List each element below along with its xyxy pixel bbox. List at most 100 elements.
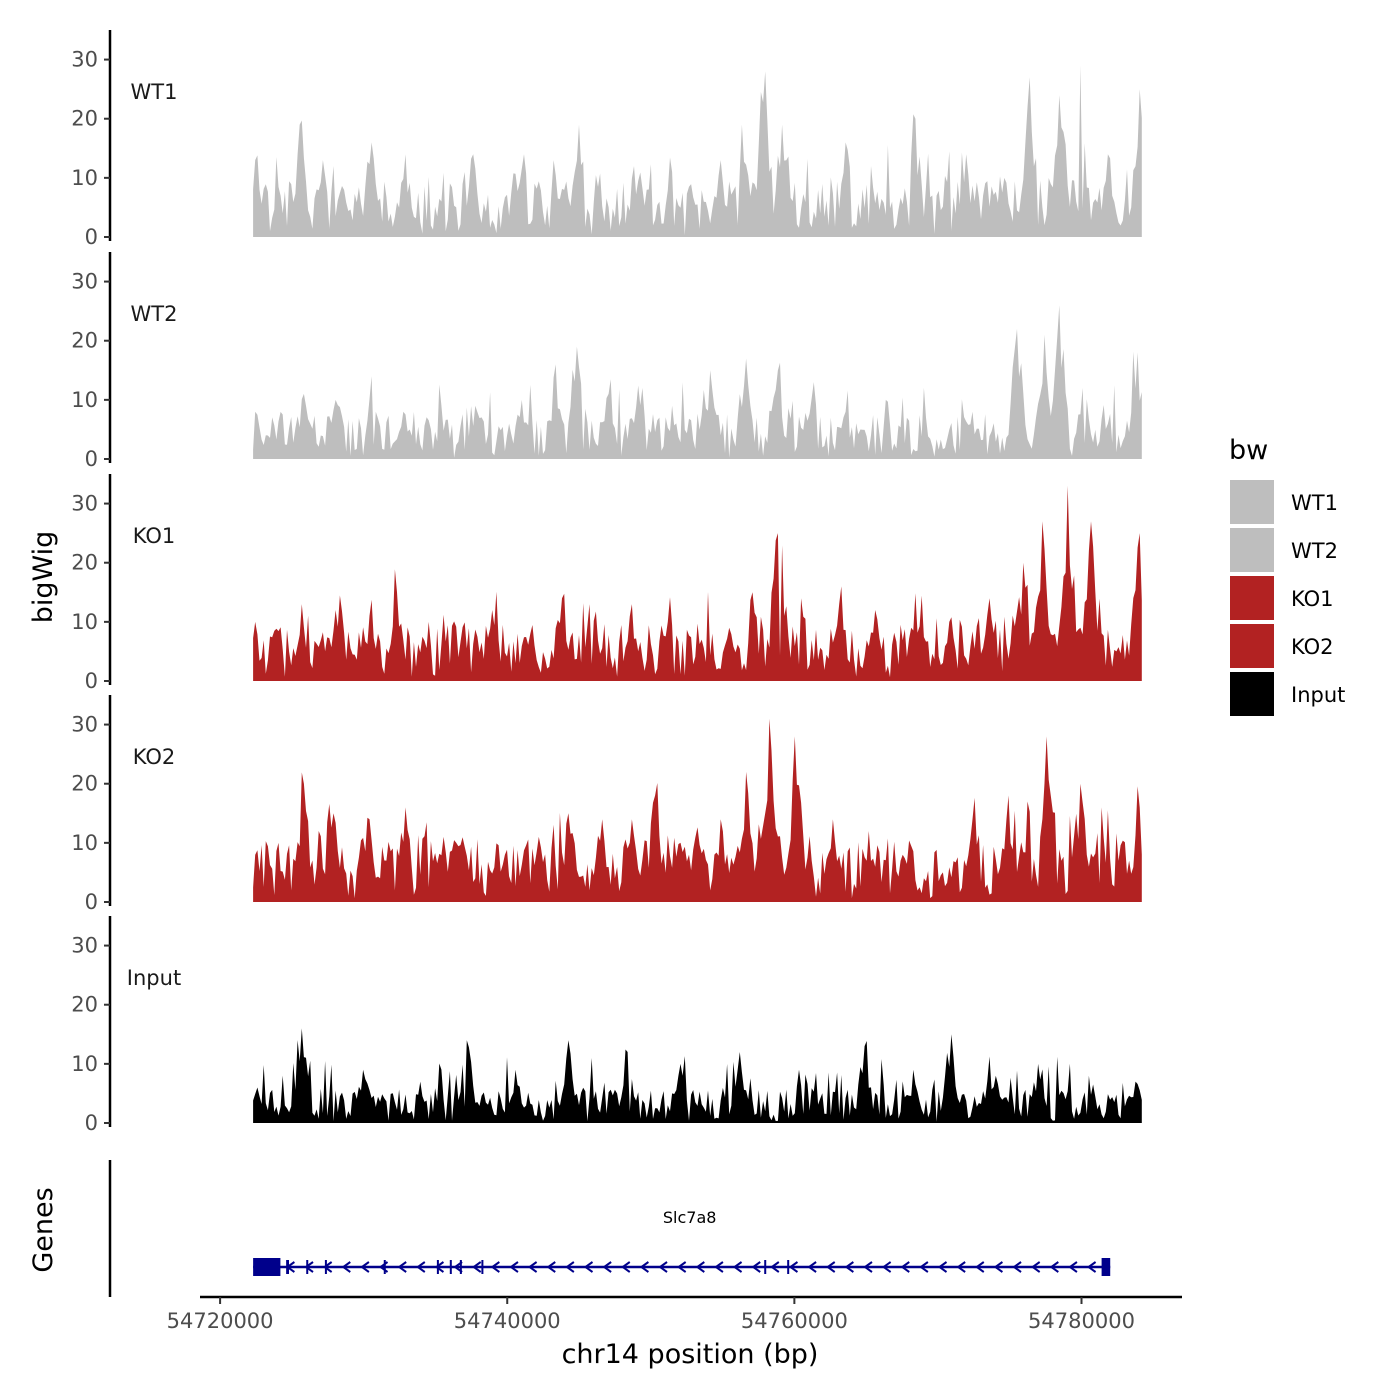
strand-arrow (322, 1261, 333, 1273)
gene-exon (764, 1260, 767, 1274)
strand-arrow (434, 1261, 445, 1273)
gene-exon (306, 1260, 309, 1274)
strand-arrow (490, 1261, 500, 1273)
coverage-area-wt1 (253, 65, 1142, 237)
legend-label-wt2: WT2 (1291, 539, 1338, 563)
y-tick-label: 10 (71, 388, 98, 412)
strand-arrow (360, 1261, 370, 1273)
legend-label-input: Input (1291, 683, 1345, 707)
track-wt1: 0 10 20 30 WT1 (71, 30, 1142, 249)
strand-arrow (770, 1261, 780, 1273)
legend-swatch-input (1230, 672, 1274, 716)
gene-exon (481, 1260, 484, 1274)
y-tick-label: 30 (71, 270, 98, 294)
strand-arrow (621, 1261, 631, 1273)
gene-exon (787, 1260, 790, 1274)
gene-exon (449, 1260, 452, 1274)
coverage-area-input (253, 1028, 1142, 1123)
gene-exon (383, 1260, 386, 1274)
x-tick-label: 54760000 (741, 1309, 848, 1333)
track-label: KO2 (133, 745, 176, 769)
strand-arrow (397, 1261, 407, 1273)
legend: bw WT1 WT2 KO1 KO2 Input (1229, 435, 1345, 716)
strand-arrow (658, 1261, 668, 1273)
y-tick-label: 0 (85, 669, 98, 693)
strand-arrow (956, 1261, 966, 1273)
x-axis: 54720000 54740000 54760000 54780000 (167, 1295, 1182, 1333)
genes-axis-title: Genes (28, 1187, 59, 1272)
y-tick-label: 30 (71, 934, 98, 958)
track-label: Input (127, 966, 181, 990)
y-tick-label: 0 (85, 225, 98, 249)
track-label: WT1 (131, 80, 178, 104)
y-tick-label: 30 (71, 492, 98, 516)
strand-arrow (714, 1261, 724, 1273)
y-tick-label: 30 (71, 713, 98, 737)
gene-exon (459, 1260, 462, 1274)
strand-arrow (919, 1261, 929, 1273)
x-tick-label: 54740000 (454, 1309, 561, 1333)
strand-arrow (975, 1261, 985, 1273)
track-label: WT2 (131, 302, 178, 326)
gene-exon (286, 1260, 290, 1274)
gene-exon (1101, 1258, 1111, 1276)
strand-arrow (1012, 1261, 1022, 1273)
strand-arrow (788, 1261, 799, 1273)
track-wt2: 0 10 20 30 WT2 (71, 252, 1142, 471)
x-axis-title: chr14 position (bp) (562, 1339, 819, 1370)
strand-arrow (471, 1261, 482, 1273)
y-tick-label: 0 (85, 890, 98, 914)
gene-exon (436, 1260, 439, 1274)
strand-arrow (695, 1261, 705, 1273)
track-ko2: 0 10 20 30 KO2 (71, 695, 1142, 914)
legend-swatch-ko2 (1230, 624, 1274, 668)
strand-arrow (527, 1261, 538, 1273)
y-tick-label: 20 (71, 551, 98, 575)
strand-arrow (565, 1261, 575, 1273)
strand-arrow (676, 1261, 687, 1273)
x-tick-label: 54780000 (1028, 1309, 1135, 1333)
strand-arrow (844, 1261, 854, 1273)
y-tick-label: 20 (71, 993, 98, 1017)
strand-arrow (1068, 1261, 1078, 1273)
legend-label-wt1: WT1 (1291, 491, 1338, 515)
y-tick-label: 0 (85, 1111, 98, 1135)
coverage-area-ko2 (253, 718, 1142, 902)
strand-arrow (1086, 1261, 1097, 1273)
y-tick-label: 20 (71, 329, 98, 353)
y-axis-title: bigWig (28, 531, 59, 624)
strand-arrow (1030, 1261, 1041, 1273)
legend-label-ko1: KO1 (1291, 587, 1334, 611)
strand-arrow (732, 1261, 743, 1273)
strand-arrow (341, 1261, 351, 1273)
y-tick-label: 10 (71, 610, 98, 634)
y-tick-label: 0 (85, 447, 98, 471)
gene-name-label: Slc7a8 (663, 1208, 717, 1227)
strand-arrow (583, 1261, 594, 1273)
legend-swatch-wt1 (1230, 480, 1274, 524)
legend-swatch-wt2 (1230, 528, 1274, 572)
coverage-tracks: 0 10 20 30 WT1 0 10 20 30 WT2 0 10 20 30 KO1 0 10 20 30 KO2… (71, 30, 1142, 1135)
gene-panel: Slc7a8 (108, 1160, 1111, 1297)
strand-arrow (751, 1261, 761, 1273)
legend-swatch-ko1 (1230, 576, 1274, 620)
strand-arrow (546, 1261, 556, 1273)
strand-arrow (937, 1261, 948, 1273)
y-tick-label: 10 (71, 1052, 98, 1076)
strand-arrow (826, 1261, 836, 1273)
strand-arrow (304, 1261, 314, 1273)
track-ko1: 0 10 20 30 KO1 (71, 474, 1142, 693)
legend-title: bw (1229, 435, 1268, 466)
strand-arrow (453, 1261, 463, 1273)
coverage-area-ko1 (253, 485, 1142, 681)
strand-arrow (900, 1261, 910, 1273)
track-input: 0 10 20 30 Input (71, 916, 1142, 1135)
legend-label-ko2: KO2 (1291, 635, 1334, 659)
y-tick-label: 30 (71, 48, 98, 72)
strand-arrow (993, 1261, 1004, 1273)
strand-arrow (639, 1261, 649, 1273)
y-tick-label: 20 (71, 772, 98, 796)
strand-arrow (416, 1261, 426, 1273)
strand-arrow (509, 1261, 519, 1273)
